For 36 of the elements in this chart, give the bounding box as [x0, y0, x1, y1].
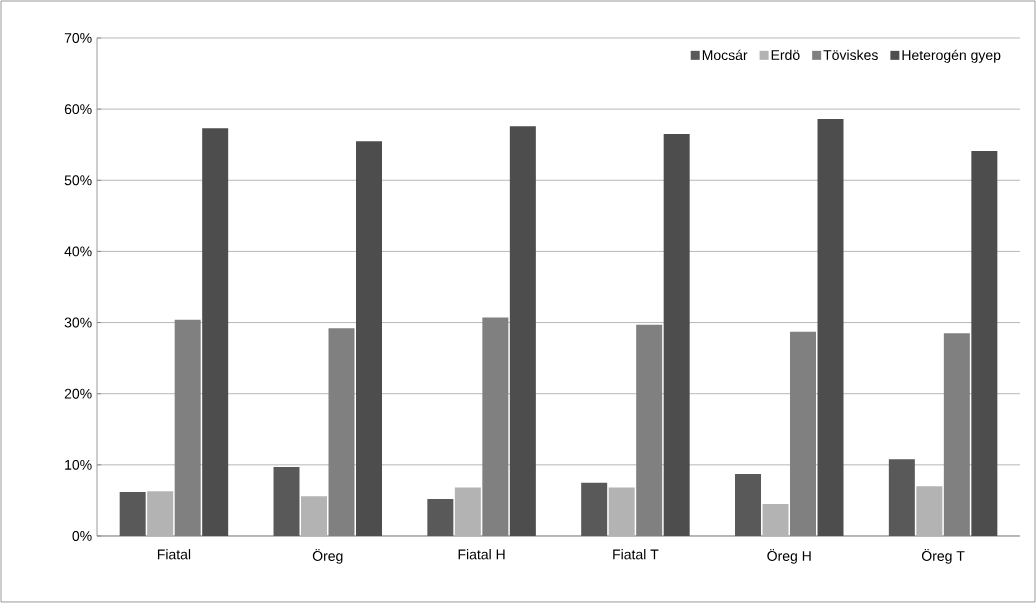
x-tick-label: Öreg T — [921, 549, 965, 564]
x-tick-label: Fiatal — [157, 549, 191, 560]
x-tick-label: Fiatal H — [458, 549, 505, 560]
y-tick-label: 60% — [64, 104, 92, 115]
y-tick-label: 0% — [72, 531, 92, 541]
bar — [608, 487, 635, 536]
y-tick-label: 30% — [64, 317, 92, 328]
bar — [735, 474, 762, 536]
bar — [916, 486, 943, 536]
bar — [119, 491, 146, 536]
bar — [971, 151, 998, 536]
bar — [427, 498, 454, 536]
legend-label: Mocsár — [702, 49, 748, 61]
bar — [509, 126, 536, 536]
x-tick-label: Öreg — [312, 549, 343, 564]
bar — [273, 466, 300, 536]
x-tick-label: Fiatal T — [613, 549, 659, 560]
bar — [581, 482, 608, 536]
y-tick-label: 40% — [64, 246, 92, 257]
legend-label: Heterogén gyep — [902, 49, 1001, 63]
bar — [663, 134, 690, 536]
x-tick-label: Öreg H — [767, 549, 811, 564]
y-tick-label: 70% — [64, 33, 92, 43]
bar — [454, 487, 481, 536]
bar — [356, 141, 383, 536]
bar — [301, 496, 328, 536]
y-tick-label: 20% — [64, 388, 92, 399]
legend-label: Erdö — [771, 49, 800, 60]
bar — [888, 459, 915, 536]
bar — [762, 503, 789, 536]
y-tick-label: 50% — [64, 175, 92, 186]
bar — [202, 128, 229, 536]
legend-label: Töviskes — [823, 49, 878, 60]
bar — [147, 491, 174, 536]
bar — [817, 119, 844, 536]
y-tick-label: 10% — [65, 459, 92, 470]
